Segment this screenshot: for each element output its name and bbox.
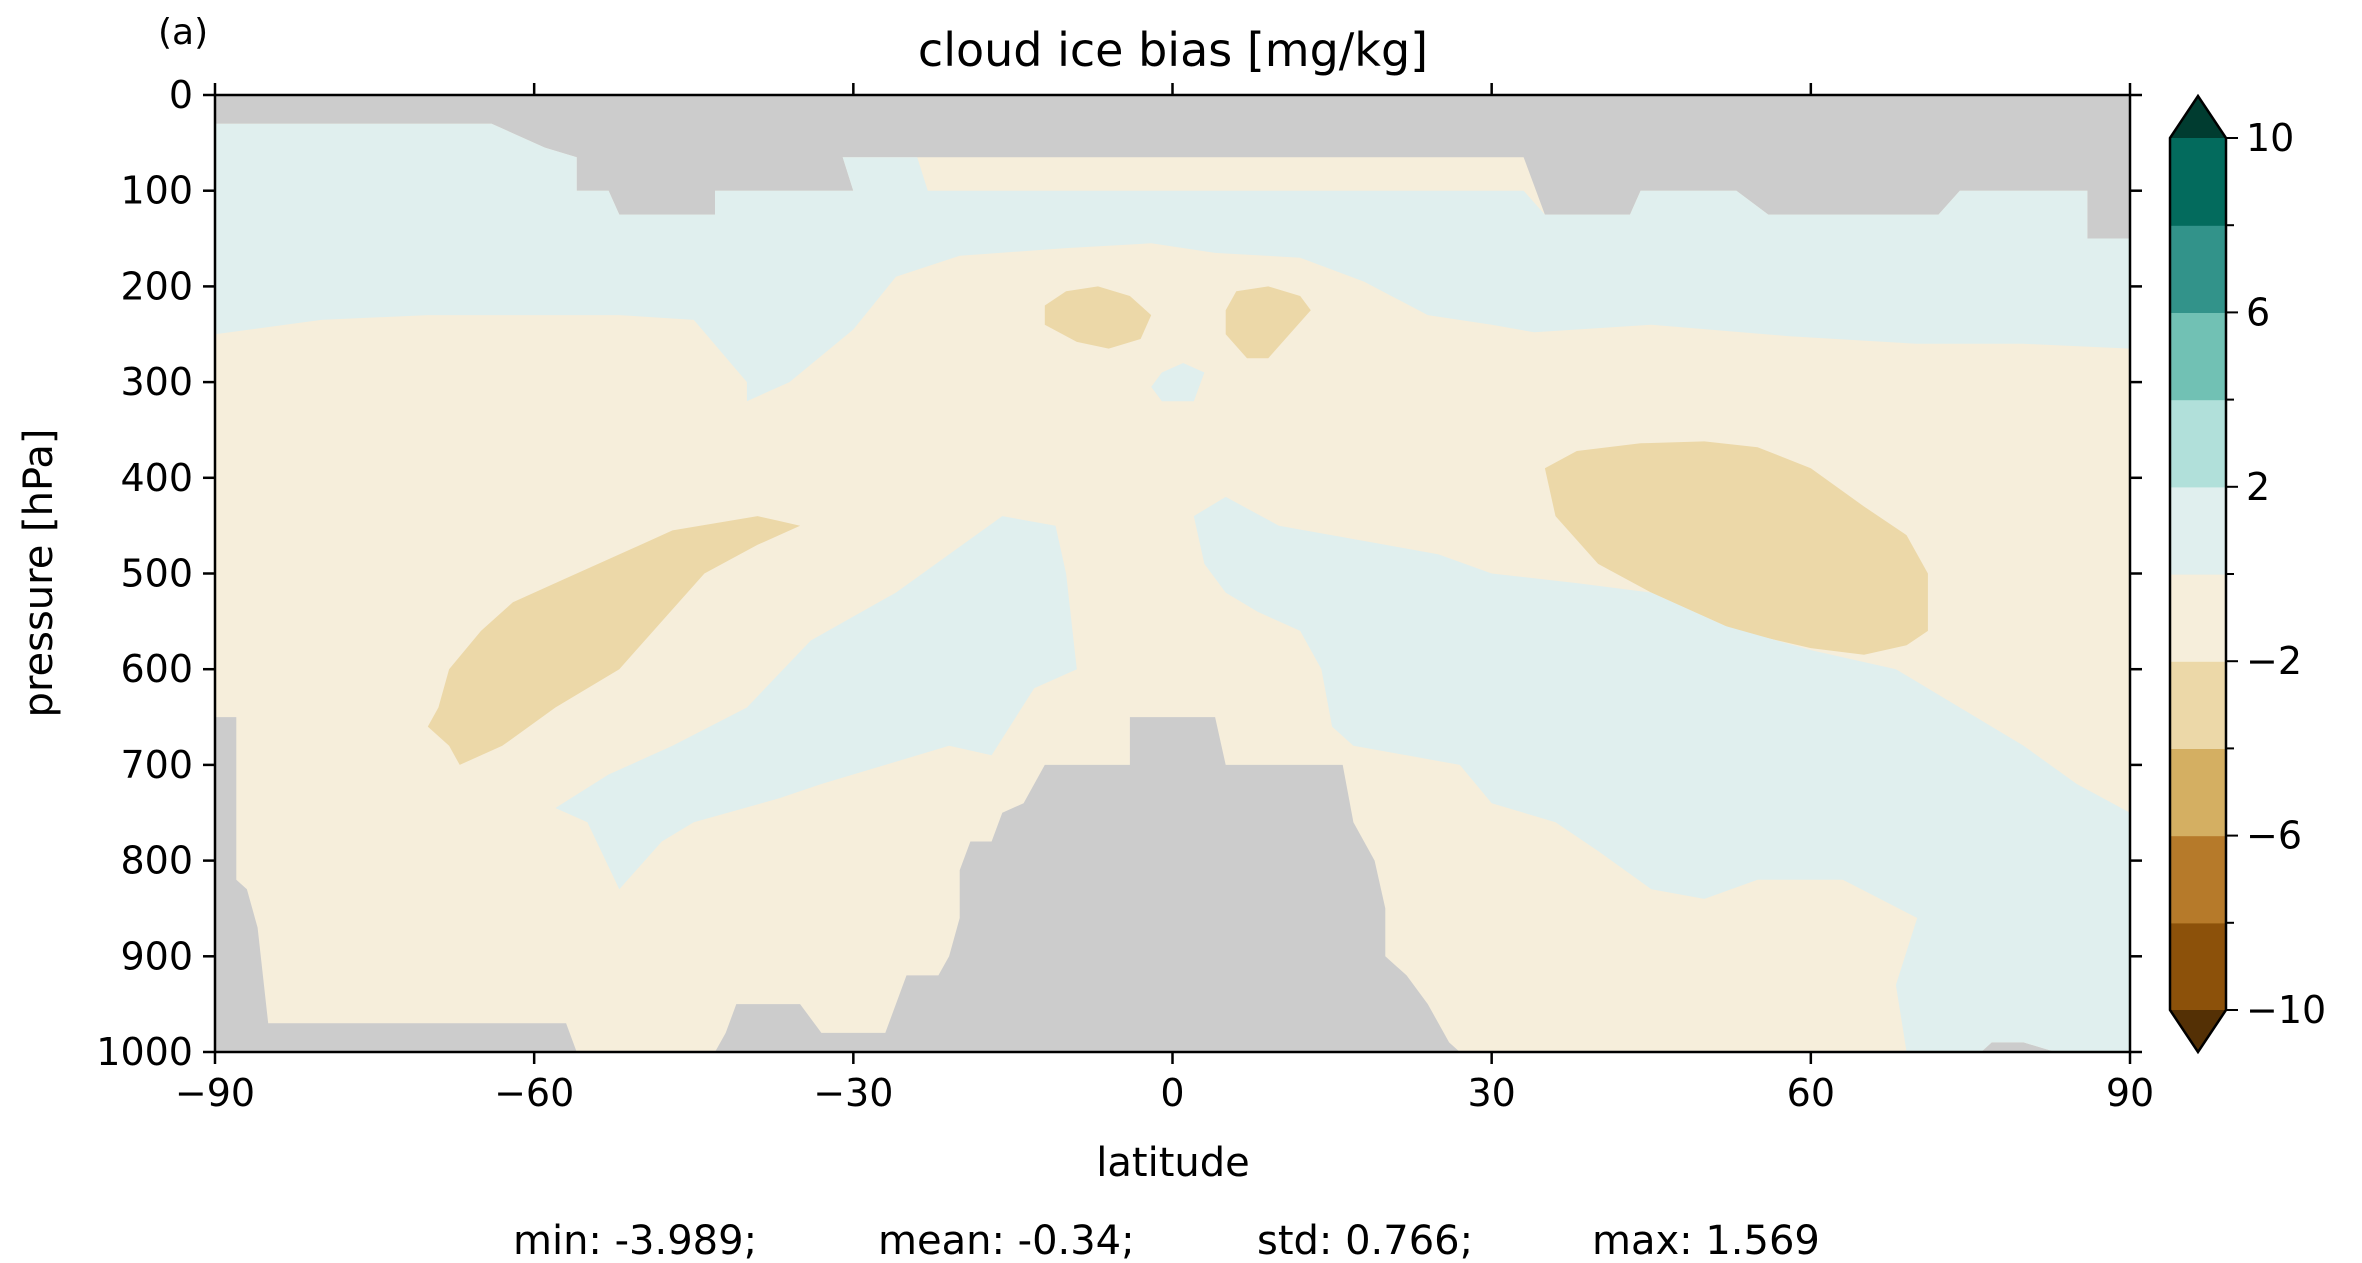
- x-tick-label: −30: [813, 1071, 893, 1115]
- y-tick-label: 200: [120, 264, 193, 308]
- x-tick-label: −60: [494, 1071, 574, 1115]
- colorbar: −10 −6 −2 2 6 10: [2170, 96, 2326, 1052]
- colorbar-tick-label: 2: [2246, 465, 2270, 509]
- y-tick-label: 400: [120, 456, 193, 500]
- colorbar-segment: [2170, 225, 2226, 313]
- x-tick-label: −90: [175, 1071, 255, 1115]
- x-tick-label: 0: [1160, 1071, 1184, 1115]
- colorbar-segment: [2170, 923, 2226, 1011]
- colorbar-tick-label: −10: [2246, 988, 2326, 1032]
- colorbar-segment: [2170, 487, 2226, 575]
- colorbar-tick-label: 10: [2246, 116, 2294, 160]
- colorbar-segment: [2170, 138, 2226, 226]
- y-tick-label: 0: [169, 73, 193, 117]
- colorbar-tick-label: 6: [2246, 290, 2270, 334]
- y-tick-label: 800: [120, 839, 193, 883]
- colorbar-tick-label: −2: [2246, 639, 2302, 683]
- colorbar-segment: [2170, 312, 2226, 400]
- y-tick-label: 700: [120, 743, 193, 787]
- x-tick-label: 30: [1467, 1071, 1515, 1115]
- colorbar-segment: [2170, 748, 2226, 836]
- colorbar-segment: [2170, 400, 2226, 488]
- chart-title: cloud ice bias [mg/kg]: [918, 23, 1428, 77]
- stat-std: std: 0.766;: [1257, 1218, 1473, 1263]
- x-tick-label: 90: [2106, 1071, 2154, 1115]
- colorbar-segment: [2170, 574, 2226, 662]
- y-tick-label: 500: [120, 552, 193, 596]
- colorbar-segment: [2170, 836, 2226, 924]
- panel-label: (a): [158, 12, 208, 53]
- x-axis-label: latitude: [1096, 1140, 1249, 1186]
- stat-mean: mean: -0.34;: [878, 1218, 1135, 1263]
- colorbar-tick-label: −6: [2246, 814, 2302, 858]
- colorbar-extend-min: [2170, 1010, 2226, 1052]
- stat-max: max: 1.569: [1592, 1218, 1820, 1263]
- y-tick-label: 600: [120, 647, 193, 691]
- stat-min: min: -3.989;: [513, 1218, 757, 1263]
- y-axis-label: pressure [hPa]: [16, 429, 62, 718]
- colorbar-segment: [2170, 661, 2226, 749]
- x-tick-label: 60: [1787, 1071, 1835, 1115]
- y-tick-label: 300: [120, 360, 193, 404]
- y-tick-label: 1000: [96, 1030, 193, 1074]
- y-tick-label: 900: [120, 934, 193, 978]
- colorbar-extend-max: [2170, 96, 2226, 138]
- y-tick-label: 100: [120, 169, 193, 213]
